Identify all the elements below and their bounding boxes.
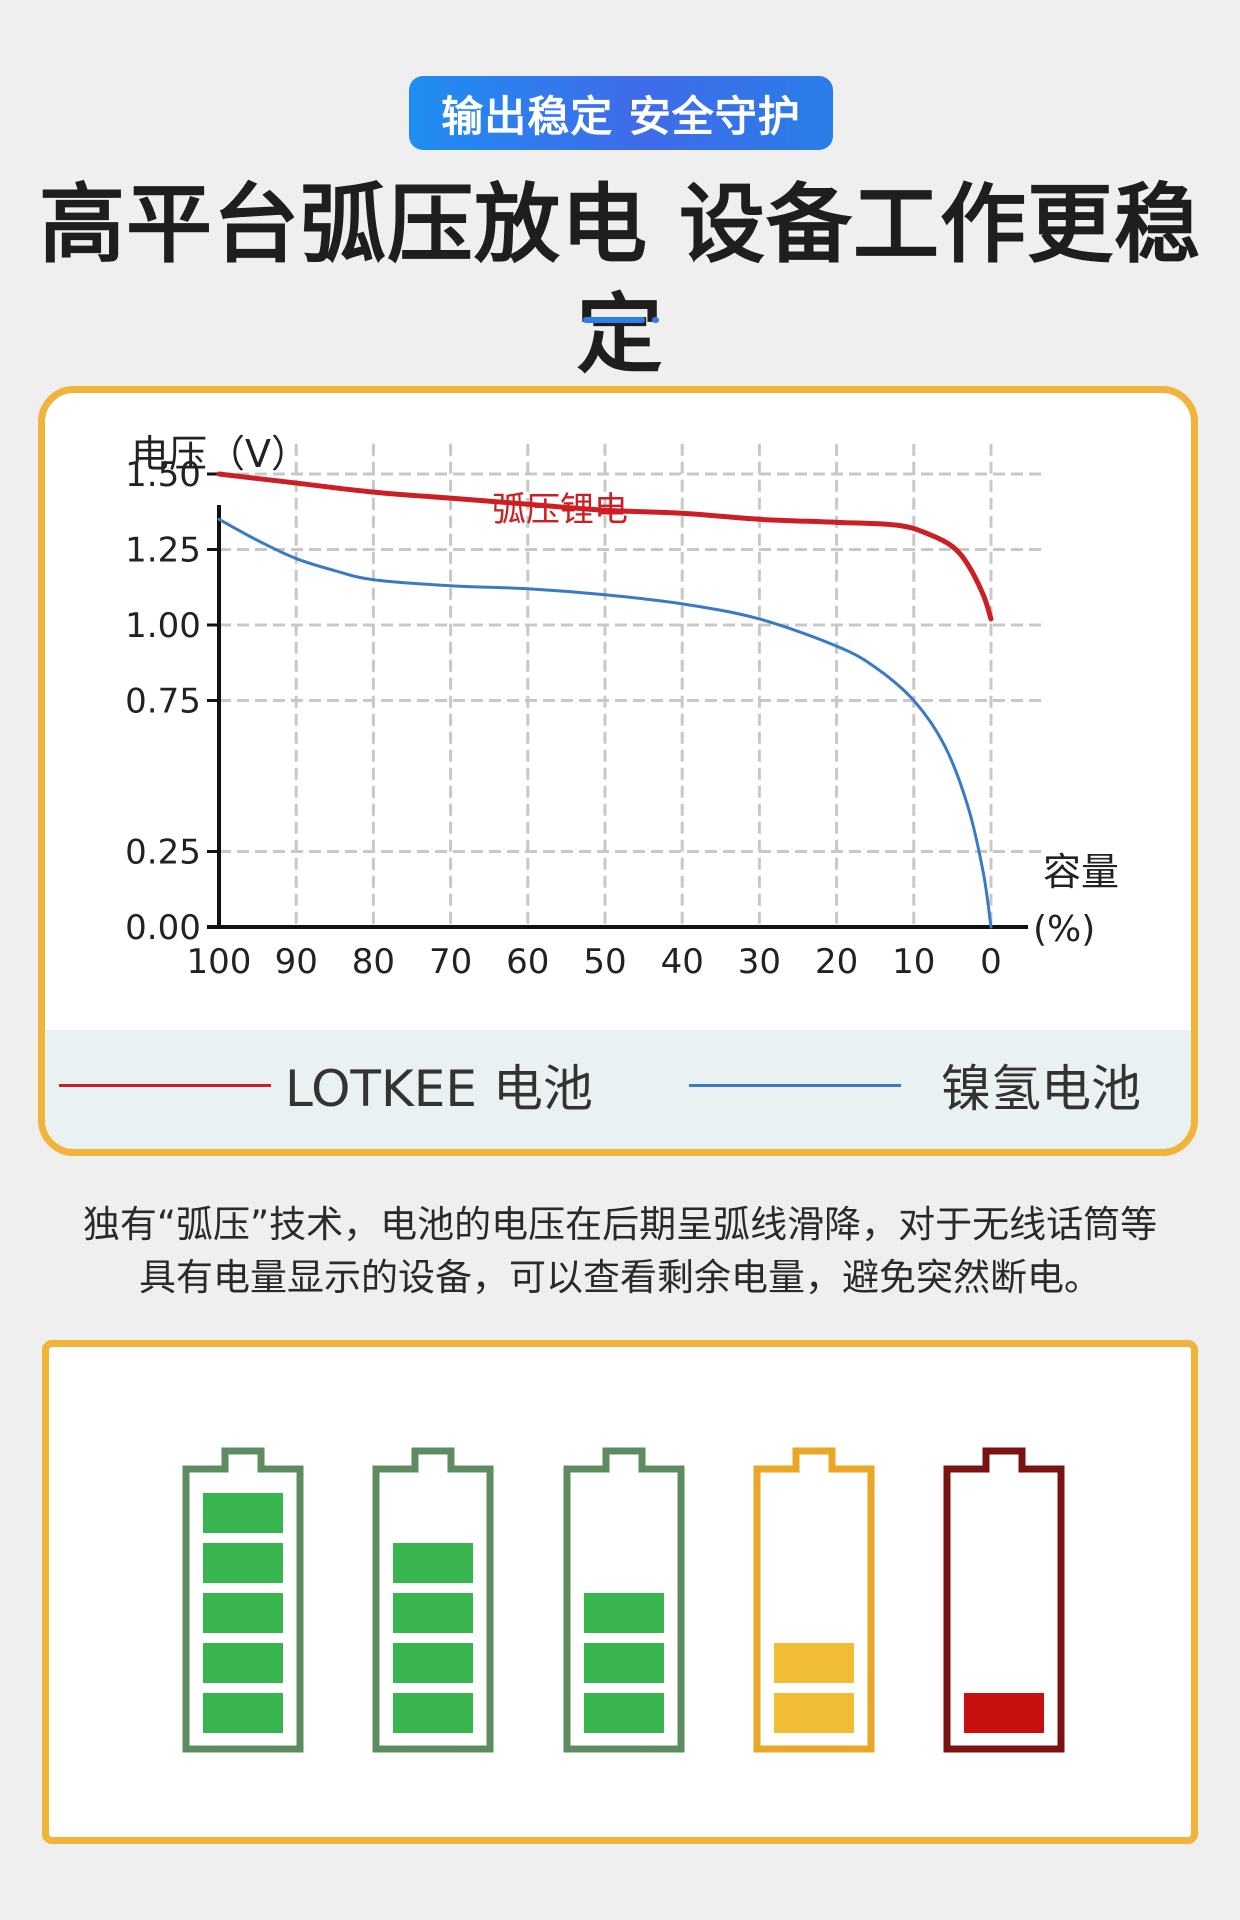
series-label-lithium: 弧压锂电 (492, 490, 628, 530)
battery-cell (393, 1543, 473, 1583)
x-tick-label: 100 (187, 942, 252, 982)
y-tick-label: 1.50 (125, 455, 201, 495)
legend-line-red (59, 1083, 271, 1087)
legend-item-nimh: 镍氢电池 (689, 1030, 1141, 1140)
x-tick-label: 90 (275, 942, 318, 982)
y-axis-label: 电压（V） (131, 432, 309, 476)
battery-icon-level-2 (752, 1447, 876, 1753)
x-tick-label: 70 (429, 942, 472, 982)
battery-cell (584, 1593, 664, 1633)
series-line-nimh (217, 517, 993, 929)
discharge-chart-card: 0.00 0.25 0.75 1.00 1.25 1.50 100 90 80 70 60 50 40 3… (38, 386, 1198, 1156)
battery-frame (943, 1447, 1065, 1753)
legend-item-lotkee: LOTKEE 电池 (59, 1030, 593, 1140)
title-underline (583, 317, 645, 323)
description: 独有“弧压”技术，电池的电压在后期呈弧线滑降，对于无线话筒等 具有电量显示的设备… (40, 1198, 1200, 1304)
chart-legend: LOTKEE 电池 镍氢电池 (45, 1030, 1191, 1149)
battery-cell (584, 1643, 664, 1683)
x-tick-label: 50 (583, 942, 626, 982)
battery-icon-level-5 (181, 1447, 305, 1753)
battery-level-card (42, 1340, 1198, 1844)
series-line-lithium (216, 471, 994, 622)
battery-cell (203, 1693, 283, 1733)
battery-cell (203, 1643, 283, 1683)
battery-cell (203, 1493, 283, 1533)
x-axis-unit: (%) (1033, 909, 1095, 950)
chart-axes (207, 472, 1028, 929)
battery-cell (774, 1643, 854, 1683)
battery-cell (774, 1693, 854, 1733)
description-line-2: 具有电量显示的设备，可以查看剩余电量，避免突然断电。 (139, 1256, 1101, 1299)
battery-icon-level-4 (371, 1447, 495, 1753)
x-axis-label: 容量 (1043, 850, 1119, 894)
battery-cell (203, 1593, 283, 1633)
legend-label-nimh: 镍氢电池 (941, 1060, 1141, 1118)
battery-cell (393, 1643, 473, 1683)
battery-icon-level-1 (942, 1447, 1066, 1753)
chart-grid (219, 443, 1045, 927)
battery-cell (393, 1593, 473, 1633)
battery-cell (203, 1543, 283, 1583)
x-tick-label: 80 (352, 942, 395, 982)
y-tick-label: 1.25 (125, 531, 201, 571)
page-title: 高平台弧压放电 设备工作更稳定 (39, 175, 1201, 385)
feature-badge: 输出稳定 安全守护 (409, 76, 833, 150)
x-tick-label: 20 (815, 942, 858, 982)
x-tick-label: 0 (980, 942, 1002, 982)
legend-line-blue (689, 1083, 901, 1087)
y-tick-label: 0.75 (125, 682, 201, 722)
y-tick-label: 0.00 (125, 908, 201, 948)
x-tick-label: 60 (506, 942, 549, 982)
y-tick-label: 0.25 (125, 833, 201, 873)
battery-cell (964, 1693, 1044, 1733)
y-tick-label: 1.00 (125, 606, 201, 646)
description-line-1: 独有“弧压”技术，电池的电压在后期呈弧线滑降，对于无线话筒等 (82, 1203, 1158, 1246)
x-tick-label: 10 (892, 942, 935, 982)
chart-series (216, 471, 994, 929)
legend-label-lotkee: LOTKEE 电池 (285, 1060, 593, 1118)
battery-cell (393, 1693, 473, 1733)
title-underline-dot (652, 317, 659, 323)
battery-cell (584, 1693, 664, 1733)
battery-icon-level-3 (562, 1447, 686, 1753)
x-tick-label: 40 (661, 942, 704, 982)
x-tick-label: 30 (738, 942, 781, 982)
